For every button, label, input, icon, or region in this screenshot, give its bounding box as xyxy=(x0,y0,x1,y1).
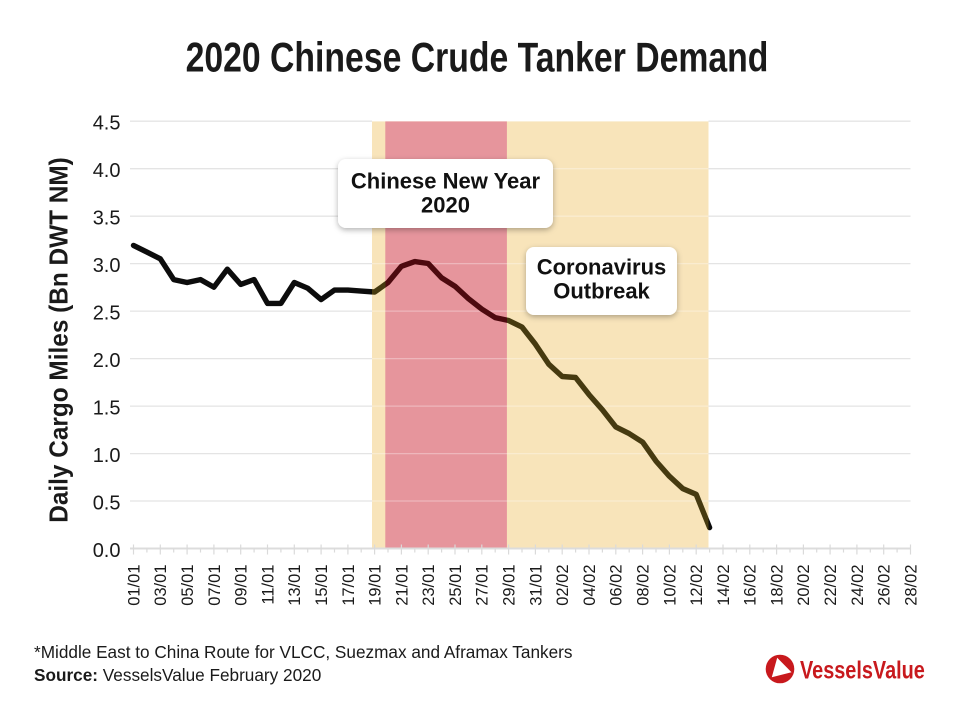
svg-text:2.5: 2.5 xyxy=(93,303,121,325)
svg-text:19/01: 19/01 xyxy=(367,565,385,606)
svg-text:13/01: 13/01 xyxy=(286,565,304,606)
svg-text:2020 Chinese Crude Tanker Dema: 2020 Chinese Crude Tanker Demand xyxy=(186,35,769,81)
svg-text:29/01: 29/01 xyxy=(501,565,519,606)
svg-text:15/01: 15/01 xyxy=(313,565,331,606)
svg-text:26/02: 26/02 xyxy=(876,565,894,606)
svg-text:Coronavirus: Coronavirus xyxy=(537,255,667,280)
svg-text:07/01: 07/01 xyxy=(206,565,224,606)
svg-text:16/02: 16/02 xyxy=(742,565,760,606)
svg-text:*Middle East to China Route fo: *Middle East to China Route for VLCC, Su… xyxy=(34,642,572,662)
svg-text:2020: 2020 xyxy=(421,192,470,217)
svg-text:Daily Cargo Miles (Bn DWT NM): Daily Cargo Miles (Bn DWT NM) xyxy=(45,157,74,523)
svg-text:1.0: 1.0 xyxy=(93,445,121,467)
svg-text:24/02: 24/02 xyxy=(849,565,867,606)
svg-text:3.5: 3.5 xyxy=(93,208,121,230)
svg-text:21/01: 21/01 xyxy=(393,565,411,606)
svg-text:4.5: 4.5 xyxy=(93,113,121,135)
svg-text:11/01: 11/01 xyxy=(259,565,277,605)
svg-text:04/02: 04/02 xyxy=(581,565,599,606)
svg-text:23/01: 23/01 xyxy=(420,565,438,606)
svg-text:28/02: 28/02 xyxy=(902,565,920,606)
svg-text:Chinese New Year: Chinese New Year xyxy=(351,168,541,193)
svg-text:22/02: 22/02 xyxy=(822,565,840,606)
svg-text:17/01: 17/01 xyxy=(340,565,358,606)
svg-text:2.0: 2.0 xyxy=(93,350,121,372)
svg-text:10/02: 10/02 xyxy=(661,565,679,606)
svg-text:01/01: 01/01 xyxy=(125,565,143,606)
svg-text:03/01: 03/01 xyxy=(152,565,170,606)
svg-text:14/02: 14/02 xyxy=(715,565,733,606)
svg-text:27/01: 27/01 xyxy=(474,565,492,606)
svg-text:0.0: 0.0 xyxy=(93,540,121,562)
svg-text:Outbreak: Outbreak xyxy=(553,279,650,304)
svg-text:0.5: 0.5 xyxy=(93,493,121,515)
svg-text:31/01: 31/01 xyxy=(527,565,545,606)
svg-text:4.0: 4.0 xyxy=(93,160,121,182)
svg-text:1.5: 1.5 xyxy=(93,398,121,420)
svg-text:VesselsValue: VesselsValue xyxy=(800,656,925,684)
svg-text:25/01: 25/01 xyxy=(447,565,465,606)
svg-text:09/01: 09/01 xyxy=(233,565,251,606)
svg-text:20/02: 20/02 xyxy=(795,565,813,606)
svg-text:08/02: 08/02 xyxy=(635,565,653,606)
svg-text:12/02: 12/02 xyxy=(688,565,706,606)
svg-text:06/02: 06/02 xyxy=(608,565,626,606)
svg-text:3.0: 3.0 xyxy=(93,255,121,277)
svg-text:Source: VesselsValue February: Source: VesselsValue February 2020 xyxy=(34,665,321,685)
svg-text:02/02: 02/02 xyxy=(554,565,572,606)
svg-text:18/02: 18/02 xyxy=(769,565,787,606)
svg-text:05/01: 05/01 xyxy=(179,565,197,606)
